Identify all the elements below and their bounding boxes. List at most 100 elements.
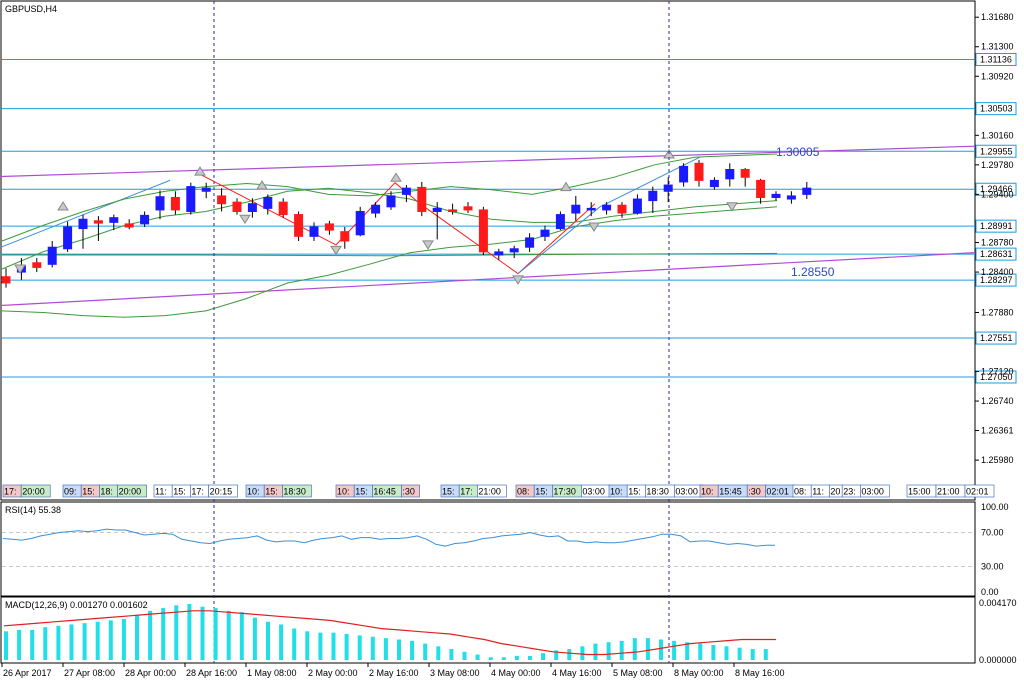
candle-bull	[525, 237, 535, 248]
time-tick-label: 2 May 16:00	[369, 668, 419, 678]
session-cell	[208, 484, 238, 498]
rsi-label: RSI(14) 55.38	[5, 505, 61, 515]
candle-bull	[586, 207, 596, 211]
band-flat	[2, 252, 778, 257]
macd-bar	[423, 643, 428, 660]
band-upper	[1, 153, 778, 242]
macd-bar	[488, 657, 493, 660]
macd-bar	[436, 646, 441, 660]
macd-bar	[632, 638, 637, 660]
fractal-arrow-icon	[14, 264, 26, 274]
session-cell-label: 17:30	[553, 487, 576, 497]
symbol-title: GBPUSD,H4	[5, 4, 57, 14]
macd-bar	[187, 603, 192, 660]
session-cell-label: 11:	[155, 487, 167, 497]
zigzag-up-line	[517, 206, 601, 275]
price-tick-label: 1.31300	[981, 42, 1014, 52]
candle-bear	[124, 223, 134, 228]
macd-bar	[685, 642, 690, 660]
level-tag	[975, 370, 1017, 384]
macd-bar	[200, 606, 205, 660]
price-tick-label: 1.28400	[981, 267, 1014, 277]
candle-bull	[648, 190, 658, 202]
macd-bar	[397, 639, 401, 660]
session-cell-label: 02:01	[966, 487, 989, 497]
macd-bar	[56, 625, 61, 660]
time-tick-label: 4 May 16:00	[552, 668, 602, 678]
time-axis: 26 Apr 2017 27 Apr 08:00 28 Apr 00:00 28 Ap…	[1, 663, 785, 678]
band-lower	[1, 206, 778, 318]
macd-bar	[449, 649, 454, 660]
macd-bar	[148, 610, 153, 660]
session-cell-label: 09:	[64, 487, 77, 497]
candle-bear	[417, 186, 427, 212]
candle-bull	[679, 165, 689, 183]
level-tag-label: 1.29466	[980, 184, 1013, 194]
candle-bull	[725, 169, 735, 180]
macd-bar	[672, 640, 677, 660]
macd-bar	[305, 631, 310, 660]
price-tick-label: 1.30160	[981, 130, 1014, 140]
session-cell-label: 15:	[355, 487, 368, 497]
candle-bear	[217, 195, 227, 205]
session-cell-label: 15:	[173, 487, 186, 497]
candle-bull	[63, 226, 73, 250]
macd-bar	[737, 647, 742, 660]
vertical-dashed-lines[interactable]	[213, 1, 670, 663]
macd-bar	[213, 608, 218, 660]
macd-bar	[645, 638, 650, 660]
candle-bear	[463, 206, 473, 211]
candle-bull	[432, 207, 442, 212]
trend-channel[interactable]	[0, 145, 976, 307]
candle-bull	[355, 210, 365, 236]
macd-bar	[4, 631, 8, 660]
session-cell-label: 16:45	[373, 487, 396, 497]
session-cell-label: 18:30	[283, 487, 306, 497]
candle-bull	[663, 184, 673, 192]
level-tag-label: 1.29955	[980, 146, 1013, 156]
macd-bar	[344, 634, 349, 660]
macd-bar	[292, 628, 297, 660]
candle-bull	[771, 193, 781, 198]
rsi-line	[2, 528, 775, 547]
candle-bear	[694, 162, 704, 181]
time-tick-label: 4 May 00:00	[491, 668, 541, 678]
macd-bar	[462, 651, 467, 660]
fractal-arrow-icon	[194, 166, 206, 176]
session-cell	[117, 484, 147, 498]
session-cell-label: 20:15	[210, 487, 233, 497]
macd-label: MACD(12,26,9) 0.001270 0.001602	[5, 600, 148, 610]
candle-bull	[263, 196, 273, 209]
session-cell-label: 21:00	[478, 487, 501, 497]
level-tag	[975, 273, 1017, 287]
session-cell-label: 10:	[701, 487, 714, 497]
price-tick-label: 1.30920	[981, 71, 1014, 81]
session-cell	[282, 484, 312, 498]
candle-bear	[32, 262, 42, 268]
channel-top-price-label: 1.30005	[776, 145, 820, 159]
session-cell	[860, 484, 890, 498]
macd-bar	[763, 649, 768, 660]
rsi-tick-label: 100.00	[981, 502, 1009, 512]
macd-bar	[698, 643, 703, 660]
macd-bar	[567, 649, 572, 660]
candle-bull	[509, 248, 519, 253]
price-tick-label: 1.27120	[981, 367, 1014, 377]
rsi-tick-label: 0.00	[981, 587, 999, 597]
candle-bull	[371, 204, 381, 214]
macd-bar	[514, 655, 519, 660]
time-tick-label: 28 Apr 16:00	[186, 668, 237, 678]
session-cell-label: 20	[830, 487, 840, 497]
level-tag-label: 1.31136	[980, 54, 1012, 64]
candle-bear	[740, 169, 750, 178]
candle-bull	[140, 214, 150, 225]
session-cell-label: 02:01	[766, 487, 789, 497]
candle-bull	[386, 195, 396, 208]
candle-bull	[201, 187, 211, 192]
candle-bull	[571, 204, 581, 214]
macd-bar	[161, 608, 166, 660]
time-tick-label: 5 May 08:00	[613, 668, 663, 678]
time-tick-label: 8 May 00:00	[674, 668, 724, 678]
macd-bar	[82, 623, 87, 660]
